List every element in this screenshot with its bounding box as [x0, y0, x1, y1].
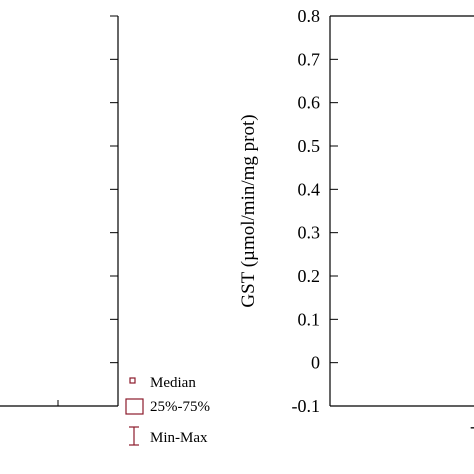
y-tick-label: 0.8 — [298, 6, 321, 26]
right-panel: -0.1 0 0.1 0.2 0.3 0.4 0.5 0.6 0.7 0.8 GST (µmol/… — [238, 6, 474, 436]
left-panel — [0, 15, 119, 407]
y-tick-label: 0.5 — [298, 136, 321, 156]
right-panel-tick-labels: -0.1 0 0.1 0.2 0.3 0.4 0.5 0.6 0.7 0.8 — [292, 6, 321, 416]
y-tick-label: -0.1 — [292, 396, 321, 416]
whisker-icon — [129, 426, 139, 446]
left-panel-ticks — [110, 15, 118, 407]
right-panel-ticks — [330, 15, 338, 407]
y-tick-label: 0.1 — [298, 309, 321, 329]
y-tick-label: 0 — [311, 353, 320, 373]
y-tick-label: 0.6 — [298, 93, 321, 113]
y-tick-label: 0.3 — [298, 223, 321, 243]
legend-median-label: Median — [150, 375, 196, 391]
legend-box-label: 25%-75% — [150, 399, 210, 415]
median-marker-icon — [129, 377, 136, 384]
y-tick-label: 0.2 — [298, 266, 321, 286]
y-tick-label: 0.4 — [298, 179, 321, 199]
box-icon — [125, 398, 144, 415]
y-axis-label: GST (µmol/min/mg prot) — [238, 114, 259, 307]
x-tick-label-partial: - — [470, 416, 474, 436]
legend: Median 25%-75% Min-Max — [125, 375, 210, 446]
legend-whisker-label: Min-Max — [150, 430, 208, 446]
y-tick-label: 0.7 — [298, 49, 321, 69]
